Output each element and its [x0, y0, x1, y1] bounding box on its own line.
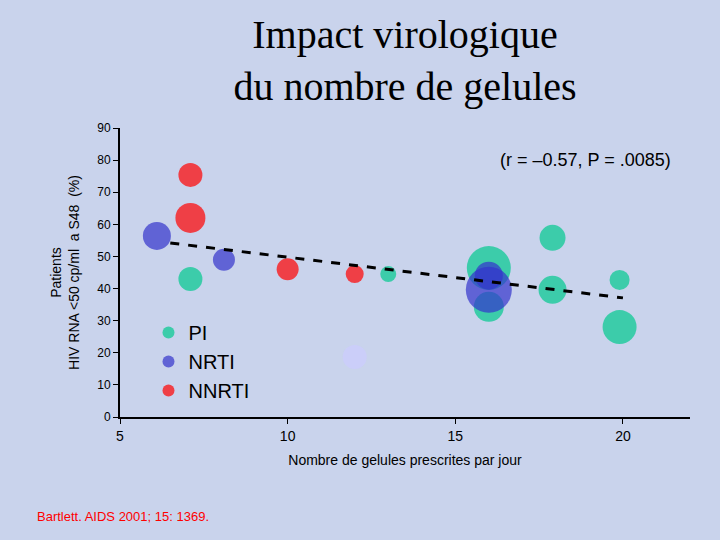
svg-text:0: 0	[104, 410, 111, 424]
svg-text:5: 5	[116, 428, 124, 444]
svg-text:20: 20	[97, 346, 111, 360]
svg-text:70: 70	[97, 185, 111, 199]
svg-text:(r = –0.57, P = .0085): (r = –0.57, P = .0085)	[500, 150, 671, 170]
svg-text:Nombre de gelules prescrites p: Nombre de gelules prescrites par jour	[288, 452, 522, 468]
svg-text:15: 15	[448, 428, 464, 444]
svg-text:40: 40	[97, 282, 111, 296]
svg-text:PatientsHIV RNA <50 cp/ml a S: PatientsHIV RNA <50 cp/ml a S48 (%)	[48, 175, 82, 370]
svg-text:NRTI: NRTI	[189, 351, 235, 373]
svg-text:20: 20	[615, 428, 631, 444]
svg-text:Impact virologiquedu nombre de: Impact virologiquedu nombre de gelules	[233, 12, 576, 109]
svg-text:90: 90	[97, 121, 111, 135]
svg-text:Bartlett. AIDS 2001; 15: 1369.: Bartlett. AIDS 2001; 15: 1369.	[37, 509, 209, 524]
svg-text:80: 80	[97, 153, 111, 167]
svg-text:60: 60	[97, 218, 111, 232]
svg-text:10: 10	[97, 378, 111, 392]
svg-text:30: 30	[97, 314, 111, 328]
svg-text:50: 50	[97, 250, 111, 264]
svg-text:PI: PI	[189, 322, 208, 344]
svg-text:NNRTI: NNRTI	[189, 380, 250, 402]
svg-text:10: 10	[280, 428, 296, 444]
